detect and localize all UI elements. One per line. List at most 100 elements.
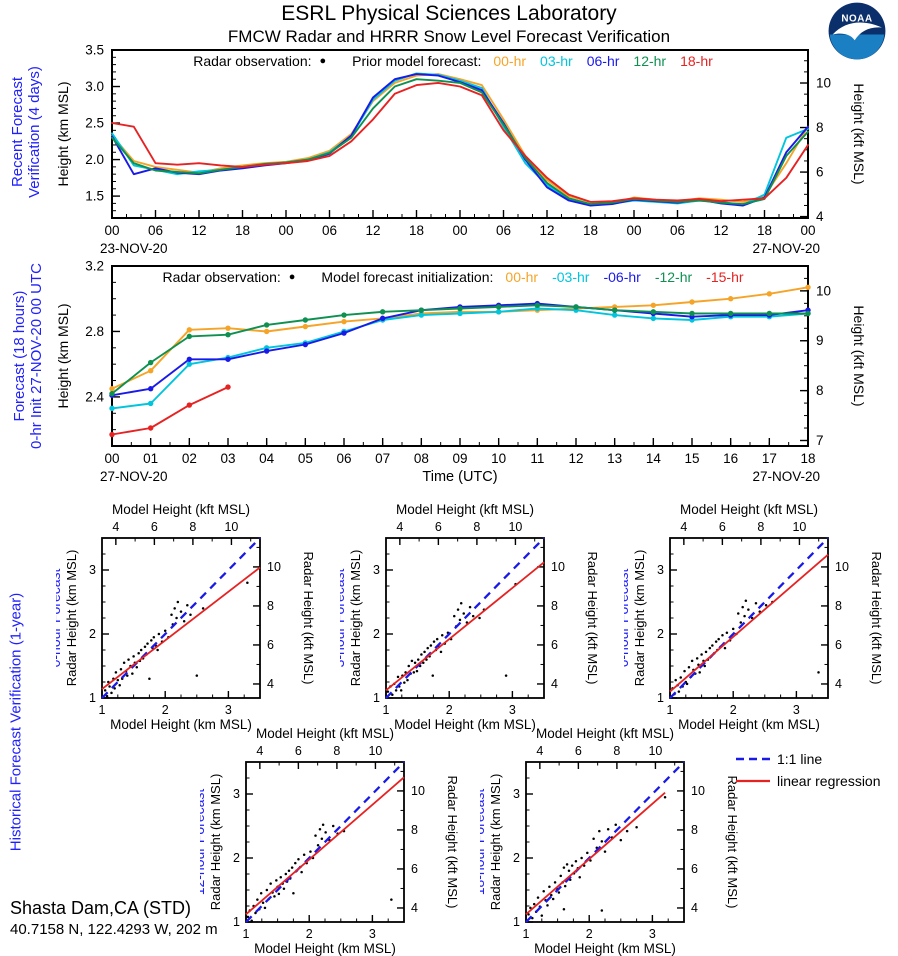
marker--12-hr [495, 304, 502, 310]
tick-label: 8 [816, 383, 824, 398]
tick-label: 1 [513, 915, 520, 929]
tick-label: 4 [536, 744, 543, 758]
tick-label: 10 [267, 560, 281, 574]
tick-label: 6 [719, 520, 726, 534]
recent-verification-plot: 00 06 12 18 00 06 12 18 00 06 12 18 00 06 12 18 00 1.5 2.0… [55, 43, 867, 257]
marker--06-hr [263, 348, 270, 354]
marker--06-hr [379, 315, 386, 322]
x-axis-title: Time (UTC) [422, 469, 497, 485]
tick-label: 3 [657, 563, 664, 577]
tick-label: 3 [373, 563, 380, 577]
marker--03-hr [147, 400, 154, 407]
tick-label: 10 [411, 784, 425, 798]
marker--12-hr [805, 310, 811, 317]
left-axis-label: Radar Height (km MSL) [348, 550, 363, 687]
scatter-0hr-plot: 11 2 2 3 3 4 4 6 6 8 8 10 10 Model Height (kft MSL) Mo… [47, 502, 316, 732]
scatter-legend-row-1to1: 1:1 line [736, 748, 881, 770]
one-to-one-line [385, 537, 545, 699]
right-axis-label: Height (kft MSL) [851, 305, 866, 406]
axes: 11 2 2 3 3 4 4 6 6 8 8 10 10 Model Height (kft MSL) Mo… [331, 502, 600, 732]
forecast-18h-plot: 00 01 02 03 04 05 06 07 08 09 10 11 12 13 14 15 16 17 18 2.… [55, 259, 867, 486]
tick-label: 06 [322, 223, 337, 238]
scatter-points [246, 823, 393, 922]
regression-line [101, 566, 261, 690]
tick-label: 4 [835, 677, 842, 691]
scatter-12hr-chart: 1 1 2 2 3 3 4 4 6 6 8 8 10 10 Model Height (kft MSL) Mo… [191, 722, 470, 956]
marker--06-hr [147, 386, 154, 392]
marker--12-hr [650, 309, 657, 315]
tick-label: 4 [112, 520, 119, 534]
radar-observation-dot-icon: ● [288, 271, 296, 283]
page-title: ESRL Physical Sciences Laboratory [281, 2, 617, 25]
tick-label: 1.5 [85, 189, 104, 204]
bottom-axis-label: Model Height (km MSL) [394, 717, 536, 732]
marker--06-hr [186, 356, 193, 362]
one-to-one-line-icon [736, 757, 770, 761]
marker--15-hr [225, 384, 231, 390]
tick-label: 1 [243, 927, 250, 941]
tick-label: 6 [151, 520, 158, 534]
tick-label: 8 [333, 744, 340, 758]
tick-label: 16 [723, 451, 738, 466]
chart-legend: Radar observation: ● Prior model forecast:… [112, 53, 808, 69]
scatter-title: 3-hour Forecast [340, 568, 347, 667]
tick-label: 00 [800, 223, 815, 238]
series-06-hr [111, 73, 809, 207]
scatter-title: 6-hour Forecast [624, 568, 631, 667]
tick-label: 10 [792, 520, 806, 534]
marker-00-hr [650, 302, 657, 308]
scatter-0hr-chart: 1 1 2 2 3 3 4 4 6 6 8 8 10 10 Model Height (kft MSL) Mo… [47, 498, 326, 732]
scatter-points [671, 599, 820, 696]
tick-label: 1 [89, 691, 96, 705]
series-lines [111, 72, 809, 207]
legend-model-label: Prior model forecast: [352, 53, 482, 69]
tick-label: 2 [233, 851, 240, 865]
marker--15-hr [109, 431, 115, 438]
left-axis-label: Radar Height (km MSL) [208, 774, 223, 911]
series-00-hr [111, 286, 809, 390]
tick-label: 1 [523, 927, 530, 941]
tick-label: 06 [670, 223, 685, 238]
tick-label: 2 [89, 627, 96, 641]
section-label-recent: Recent Forecast Verification (4 days) [9, 66, 43, 198]
tick-label: 2 [513, 851, 520, 865]
top-axis-label: Model Height (kft MSL) [396, 502, 534, 517]
legend-item-00-hr: 00-hr [493, 53, 527, 69]
regression-label: linear regression [777, 773, 881, 789]
marker-00-hr [109, 386, 115, 392]
tick-label: 1 [373, 691, 380, 705]
tick-label: 8 [267, 599, 274, 613]
marker--06-hr [225, 356, 231, 362]
left-axis-label: Radar Height (km MSL) [64, 550, 79, 687]
scatter-legend-row-regression: linear regression [736, 770, 881, 792]
tick-label: 10 [224, 520, 238, 534]
noaa-logo-sea [829, 34, 885, 60]
marker-00-hr [263, 328, 270, 335]
tick-label: 6 [816, 165, 824, 180]
marker--12-hr [766, 310, 773, 317]
marker-00-hr [766, 291, 773, 297]
tick-label: 10 [835, 560, 849, 574]
tick-label: 6 [835, 638, 842, 652]
tick-label: 08 [414, 451, 429, 466]
tick-label: 12 [568, 451, 583, 466]
section-label-historical: Historical Forecast Verification (1-year… [8, 593, 25, 851]
regression-line [385, 561, 545, 692]
scatter-points [527, 795, 667, 920]
legend-item-12-hr: 12-hr [633, 53, 667, 69]
marker--12-hr [109, 390, 115, 397]
series-lines [109, 284, 811, 438]
tick-label: 1 [383, 703, 390, 717]
tick-label: 07 [375, 451, 390, 466]
tick-label: 6 [575, 744, 582, 758]
tick-label: 2 [730, 703, 737, 717]
tick-label: 10 [508, 520, 522, 534]
section-label-historical-line: Historical Forecast Verification (1-year… [7, 592, 25, 852]
recent-verification-chart: 00 06 12 18 00 06 12 18 00 06 12 18 00 06 12 18 00 1.5 2.0… [40, 43, 867, 258]
marker--12-hr [457, 305, 463, 312]
legend-item-06-hr: 06-hr [586, 53, 620, 69]
legend-item-18-hr: 18-hr [680, 53, 713, 69]
legend-item--15-hr: -15-hr [706, 269, 744, 285]
tick-label: 2 [657, 627, 664, 641]
tick-label: 00 [104, 223, 119, 238]
